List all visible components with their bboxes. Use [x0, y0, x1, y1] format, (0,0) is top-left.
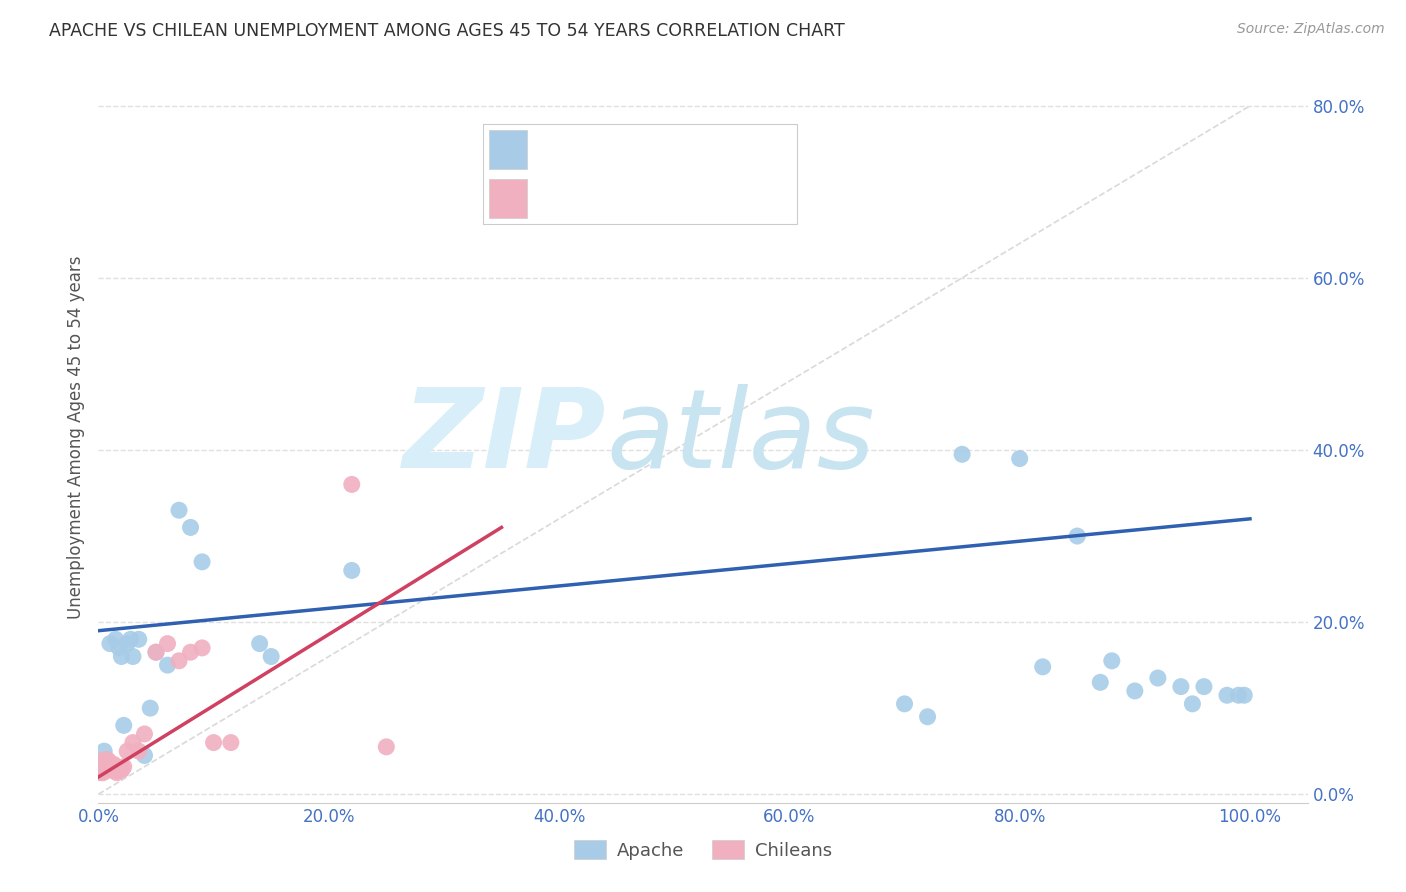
Point [340, 477, 363, 491]
Point [145, 645, 167, 659]
Point [90, 761, 112, 775]
Point [107, 763, 129, 777]
Point [156, 637, 179, 651]
Point [917, 710, 939, 724]
Point [112, 759, 135, 773]
Point [120, 632, 142, 647]
Point [94, 757, 117, 772]
Point [1227, 688, 1250, 702]
Point [128, 744, 150, 758]
Point [90, 765, 112, 780]
Point [167, 503, 190, 517]
Point [97, 753, 120, 767]
Point [1147, 671, 1170, 685]
Point [167, 654, 190, 668]
Point [1008, 451, 1031, 466]
Point [340, 564, 363, 578]
Point [180, 520, 202, 534]
Point [108, 640, 131, 655]
Point [91, 765, 114, 780]
Point [191, 555, 214, 569]
Point [134, 748, 156, 763]
Point [98, 637, 121, 651]
Point [1066, 529, 1088, 543]
Point [110, 763, 132, 777]
Point [100, 763, 122, 777]
Point [260, 649, 283, 664]
Text: Source: ZipAtlas.com: Source: ZipAtlas.com [1237, 22, 1385, 37]
Point [108, 761, 131, 775]
Point [112, 718, 135, 732]
Point [122, 735, 145, 749]
Point [105, 765, 128, 780]
Point [103, 763, 125, 777]
Point [1216, 688, 1239, 702]
Point [950, 447, 973, 461]
Text: atlas: atlas [606, 384, 875, 491]
Point [249, 637, 271, 651]
Point [893, 697, 915, 711]
Point [1032, 660, 1054, 674]
Point [122, 649, 145, 664]
Point [110, 761, 132, 775]
Legend: Apache, Chileans: Apache, Chileans [567, 833, 839, 867]
Point [156, 658, 179, 673]
Point [104, 759, 127, 773]
Point [128, 632, 150, 647]
Point [93, 744, 115, 758]
Point [91, 763, 114, 777]
Point [110, 649, 132, 664]
Point [1181, 697, 1204, 711]
Point [103, 757, 125, 772]
Point [1192, 680, 1215, 694]
Point [97, 757, 120, 772]
Point [180, 645, 202, 659]
Point [219, 735, 242, 749]
Point [104, 632, 127, 647]
Point [1090, 675, 1112, 690]
Point [191, 640, 214, 655]
Point [96, 753, 118, 767]
Text: APACHE VS CHILEAN UNEMPLOYMENT AMONG AGES 45 TO 54 YEARS CORRELATION CHART: APACHE VS CHILEAN UNEMPLOYMENT AMONG AGE… [49, 22, 845, 40]
Point [145, 645, 167, 659]
Point [1123, 684, 1146, 698]
Point [101, 761, 124, 775]
Point [139, 701, 162, 715]
Point [202, 735, 225, 749]
Point [375, 739, 398, 754]
Point [93, 753, 115, 767]
Point [111, 761, 134, 775]
Point [1170, 680, 1192, 694]
Point [94, 761, 117, 775]
Point [1233, 688, 1256, 702]
Text: ZIP: ZIP [402, 384, 606, 491]
Point [134, 727, 156, 741]
Point [115, 744, 138, 758]
Y-axis label: Unemployment Among Ages 45 to 54 years: Unemployment Among Ages 45 to 54 years [66, 255, 84, 619]
Point [1101, 654, 1123, 668]
Point [93, 759, 115, 773]
Point [98, 757, 121, 772]
Point [97, 761, 120, 775]
Point [115, 637, 138, 651]
